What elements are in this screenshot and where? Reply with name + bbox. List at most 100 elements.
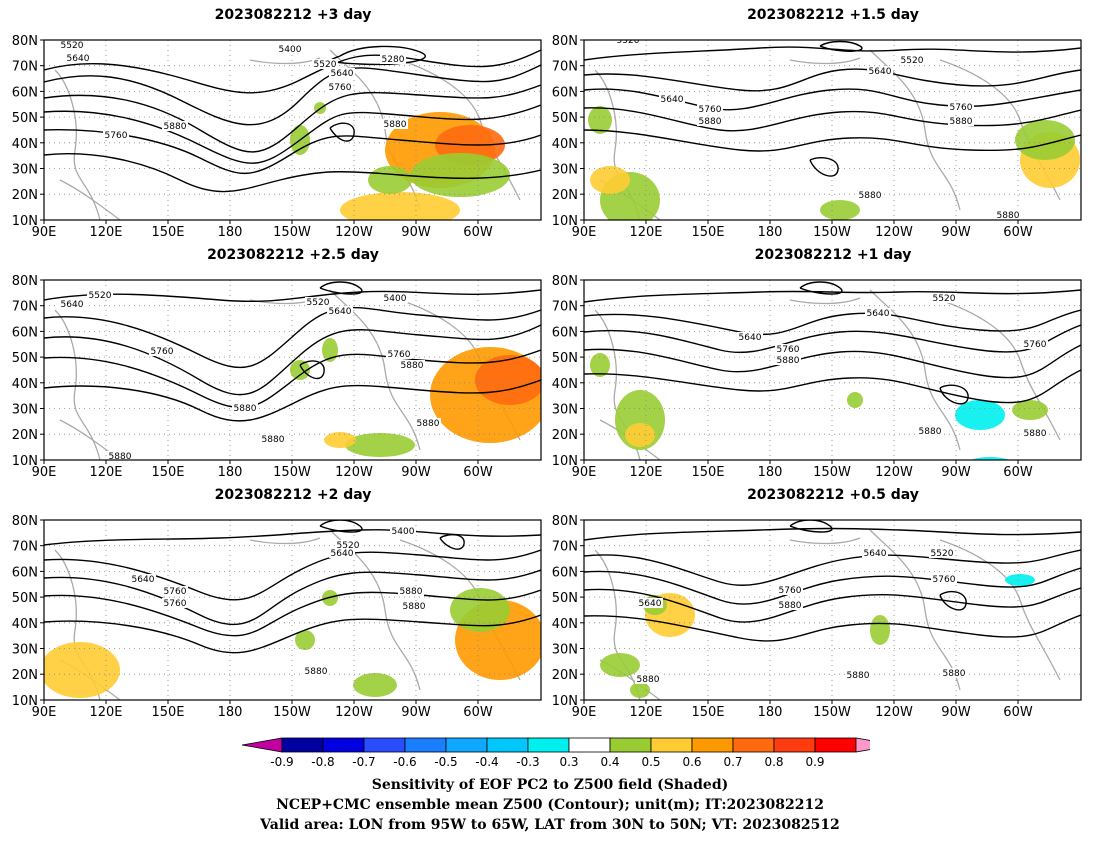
lat-label: 10N	[12, 214, 38, 229]
contour-label: 5880	[859, 191, 882, 201]
colorbar-tick-label: -0.5	[434, 755, 457, 769]
lat-label: 20N	[552, 428, 578, 443]
contour-label-bg	[327, 306, 353, 316]
lon-label: 120W	[335, 225, 373, 240]
lon-label: 90W	[401, 225, 431, 240]
contour-label-bg	[697, 104, 723, 114]
contour-label: 5640	[739, 333, 762, 343]
contour-label-bg	[65, 53, 91, 63]
contour-label: 5280	[382, 55, 405, 65]
contour-label-bg	[845, 670, 871, 680]
contour-label-bg	[857, 190, 883, 200]
lon-label: 90W	[401, 465, 431, 480]
contour-label-bg	[386, 349, 412, 359]
sensitivity-shading	[322, 338, 338, 362]
colorbar-segment	[732, 737, 775, 753]
lon-label: 90W	[941, 465, 971, 480]
contour-label: 5880	[384, 120, 407, 130]
lat-label: 10N	[12, 694, 38, 709]
colorbar-segment	[322, 737, 365, 753]
lat-label: 20N	[12, 428, 38, 443]
contour-label: 5640	[661, 95, 684, 105]
z500-contour	[44, 349, 541, 409]
coastline	[54, 309, 101, 460]
lon-label: 90E	[32, 225, 57, 240]
sensitivity-shading	[290, 360, 310, 380]
plot-area	[584, 280, 1081, 460]
contour-label-bg	[777, 585, 803, 595]
lat-label: 70N	[12, 540, 38, 555]
sensitivity-shading	[345, 433, 415, 457]
caption-line-2: NCEP+CMC ensemble mean Z500 (Contour); u…	[276, 797, 824, 813]
lon-label: 120E	[89, 465, 122, 480]
lon-label: 150E	[151, 225, 184, 240]
lon-label: 150E	[151, 465, 184, 480]
z500-contour	[584, 68, 1081, 92]
contour-label: 5640	[331, 69, 354, 79]
lon-label: 120E	[89, 705, 122, 720]
lon-label: 150W	[273, 465, 311, 480]
colorbar-right-arrow	[855, 737, 870, 753]
contour-label-bg	[1022, 428, 1048, 438]
caption-line-3: Valid area: LON from 95W to 65W, LAT fro…	[260, 817, 840, 833]
lat-label: 30N	[552, 163, 578, 178]
z500-contour	[44, 379, 541, 422]
lat-label: 30N	[12, 643, 38, 658]
contour-label: 5880	[109, 452, 132, 462]
lon-label: 90E	[572, 705, 597, 720]
z500-contour	[44, 129, 541, 174]
z500-contour	[44, 529, 541, 546]
lat-label: 40N	[12, 377, 38, 392]
sensitivity-shading	[324, 432, 356, 448]
contour-label: 5760	[151, 347, 174, 357]
sensitivity-shading	[410, 153, 510, 197]
contour-label: 5880	[401, 361, 424, 371]
z500-contour	[44, 614, 541, 654]
lat-label: 60N	[552, 325, 578, 340]
z500-contour	[44, 84, 541, 153]
plot-area	[584, 40, 1081, 220]
lat-label: 10N	[552, 454, 578, 469]
contour-label-bg	[931, 574, 957, 584]
contour-label-bg	[59, 299, 85, 309]
colorbar-tick-label: 0.8	[764, 755, 783, 769]
colorbar-segment	[445, 737, 488, 753]
contour-label: 5520	[617, 36, 640, 46]
lat-label: 70N	[552, 60, 578, 75]
z500-contour	[44, 589, 541, 637]
lat-label: 60N	[552, 85, 578, 100]
sensitivity-shading	[955, 400, 1005, 430]
lon-label: 60W	[463, 465, 493, 480]
contour-label: 5640	[61, 300, 84, 310]
z500-contour	[44, 153, 541, 193]
contour-label: 5760	[1024, 340, 1047, 350]
z500-contour	[44, 306, 541, 369]
lat-label: 40N	[552, 617, 578, 632]
z500-contour	[44, 49, 541, 94]
sensitivity-shading	[1005, 574, 1035, 586]
lon-label: 120W	[335, 465, 373, 480]
lon-label: 120E	[89, 225, 122, 240]
map-panel: 5520 5640 5640 5760 5760 5880 5880 5880 5880 80N 7…	[552, 514, 1082, 720]
contour-label: 5760	[164, 587, 187, 597]
z500-contour	[584, 289, 1081, 303]
contour-label-bg	[899, 55, 925, 65]
lat-label: 30N	[552, 643, 578, 658]
lat-label: 40N	[12, 137, 38, 152]
lon-label: 150W	[813, 225, 851, 240]
z500-contour	[44, 324, 541, 396]
colorbar-segment	[404, 737, 447, 753]
colorbar-tick-label: 0.3	[559, 755, 578, 769]
sensitivity-shading	[590, 353, 610, 377]
lat-label: 50N	[12, 351, 38, 366]
contour-label: 5520	[307, 298, 330, 308]
contour-label: 5880	[1024, 429, 1047, 439]
panel-title-5: 2023082212 +2 day	[214, 487, 372, 503]
contour-label: 5640	[869, 67, 892, 77]
contour-label: 5880	[919, 427, 942, 437]
contour-label-bg	[659, 94, 685, 104]
colorbar-segment	[609, 737, 652, 753]
lon-label: 180	[218, 465, 243, 480]
lat-label: 10N	[552, 214, 578, 229]
panel-title-3: 2023082212 +2.5 day	[207, 247, 379, 263]
